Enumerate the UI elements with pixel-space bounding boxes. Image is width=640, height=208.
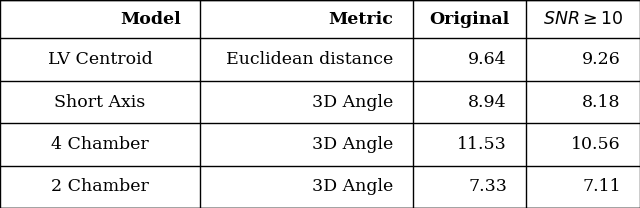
Text: 4 Chamber: 4 Chamber [51,136,149,153]
Text: 10.56: 10.56 [571,136,621,153]
Text: 3D Angle: 3D Angle [312,136,394,153]
Text: 9.64: 9.64 [468,51,507,68]
Text: Original: Original [429,11,509,28]
Text: $SNR \geq 10$: $SNR \geq 10$ [543,11,623,28]
Text: 9.26: 9.26 [582,51,621,68]
Text: 7.33: 7.33 [468,178,507,195]
Text: 11.53: 11.53 [457,136,507,153]
Text: Metric: Metric [329,11,394,28]
Text: Model: Model [120,11,180,28]
Text: Euclidean distance: Euclidean distance [227,51,394,68]
Text: 3D Angle: 3D Angle [312,178,394,195]
Text: Short Axis: Short Axis [54,94,146,110]
Text: 2 Chamber: 2 Chamber [51,178,149,195]
Text: 7.11: 7.11 [582,178,621,195]
Text: 3D Angle: 3D Angle [312,94,394,110]
Text: LV Centroid: LV Centroid [47,51,152,68]
Text: 8.94: 8.94 [468,94,507,110]
Text: 8.18: 8.18 [582,94,621,110]
